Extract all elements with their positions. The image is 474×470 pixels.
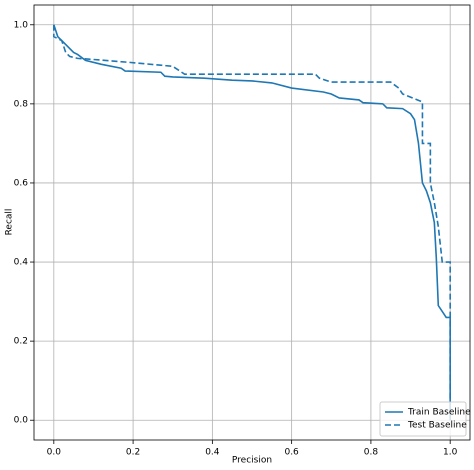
legend-label: Train Baseline: [407, 408, 471, 418]
y-tick-label: 0.8: [14, 99, 29, 109]
x-tick-label: 0.8: [364, 448, 379, 458]
legend-box: [379, 401, 467, 437]
x-tick-label: 1.0: [443, 448, 458, 458]
series-line: [53, 24, 451, 409]
series-line: [53, 24, 451, 421]
y-tick-label: 0.0: [14, 416, 29, 426]
plot-frame: [33, 4, 471, 441]
y-tick-label: 0.4: [14, 258, 29, 268]
x-tick-label: 0.2: [126, 448, 140, 458]
x-tick-label: 0.6: [284, 448, 299, 458]
y-tick-label: 0.6: [14, 178, 29, 188]
y-tick-label: 1.0: [14, 20, 29, 30]
y-tick-label: 0.2: [14, 337, 28, 347]
legend-label: Test Baseline: [407, 421, 467, 431]
x-tick-label: 0.0: [47, 448, 62, 458]
y-axis-label: Recall: [5, 209, 15, 236]
x-tick-label: 0.4: [205, 448, 220, 458]
x-axis-label: Precision: [232, 456, 272, 466]
